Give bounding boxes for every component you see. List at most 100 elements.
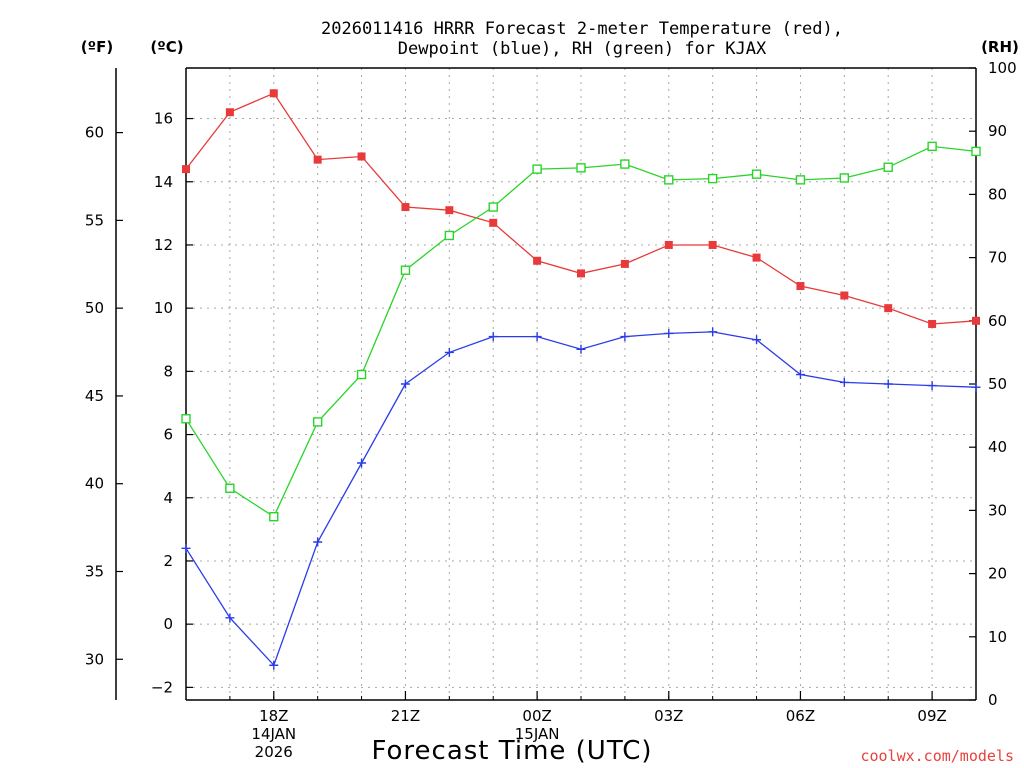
fahrenheit-tick-label: 50 <box>85 299 104 317</box>
celsius-tick-label: 14 <box>154 173 173 191</box>
rh-point <box>971 146 981 157</box>
rh-point <box>620 159 630 169</box>
dewpoint-point <box>532 332 542 342</box>
fahrenheit-tick-label: 30 <box>85 650 104 668</box>
time-tick-label: 15JAN <box>515 725 560 743</box>
dewpoint-point <box>269 660 279 670</box>
dewpoint-point <box>620 332 630 342</box>
dewpoint-point <box>708 327 718 337</box>
temperature-point <box>928 319 937 328</box>
rh-tick-label: 80 <box>988 185 1007 203</box>
rh-tick-label: 40 <box>988 438 1007 456</box>
rh-point <box>225 483 235 493</box>
dewpoint-point <box>883 379 893 389</box>
rh-point <box>839 173 850 183</box>
dewpoint-point <box>927 381 937 391</box>
fahrenheit-tick-label: 60 <box>85 124 104 142</box>
temperature-point <box>664 240 673 249</box>
rh-unit-label: (RH) <box>981 38 1019 56</box>
temperature-point <box>796 282 805 291</box>
temperature-point <box>533 256 542 265</box>
tick-marks-and-labels: −2 0 2 4 6 8 10 12 14 16 30 35 40 45 50 55 60 0 10 20 30 40 50… <box>85 59 1017 761</box>
rh-tick-label: 10 <box>988 628 1007 646</box>
dewpoint-point <box>225 613 235 623</box>
chart-title-line-2: Dewpoint (blue), RH (green) for KJAX <box>398 39 767 59</box>
dewpoint-point <box>752 335 762 345</box>
dewpoint-point <box>181 543 191 553</box>
rh-tick-label: 90 <box>988 122 1007 140</box>
rh-tick-label: 30 <box>988 501 1007 519</box>
celsius-tick-label: 16 <box>154 110 173 128</box>
temperature-point <box>357 152 366 161</box>
rh-tick-label: 100 <box>988 59 1017 77</box>
rh-point <box>400 265 411 275</box>
dewpoint-point <box>400 379 410 389</box>
rh-point <box>181 414 191 424</box>
rh-point <box>312 417 323 427</box>
time-tick-label: 09Z <box>917 707 946 725</box>
temperature-point <box>708 240 717 249</box>
fahrenheit-tick-label: 55 <box>85 211 104 229</box>
temperature-point <box>972 316 980 325</box>
rh-point <box>444 230 455 241</box>
rh-point <box>927 141 937 152</box>
temperature-point <box>401 203 410 212</box>
celsius-tick-label: 8 <box>163 362 173 380</box>
rh-point <box>751 169 762 179</box>
rh-point <box>707 173 718 184</box>
temperature-point <box>313 155 322 164</box>
temperature-point <box>577 269 585 278</box>
celsius-unit-label: (ºC) <box>150 38 183 56</box>
chart-title-line-1: 2026011416 HRRR Forecast 2-meter Tempera… <box>321 19 843 39</box>
dewpoint-point <box>576 344 586 354</box>
celsius-tick-label: 6 <box>163 426 173 444</box>
rh-tick-label: 20 <box>988 565 1007 583</box>
watermark: coolwx.com/models <box>860 747 1014 765</box>
dewpoint-point <box>357 458 367 468</box>
rh-tick-label: 0 <box>988 691 998 709</box>
time-tick-label: 18Z <box>259 707 288 725</box>
dewpoint-point <box>795 370 805 380</box>
time-tick-label: 03Z <box>654 707 683 725</box>
fahrenheit-tick-label: 40 <box>85 475 104 493</box>
time-tick-label: 21Z <box>391 707 420 725</box>
dewpoint-point <box>664 328 674 338</box>
rh-point <box>488 202 498 212</box>
celsius-tick-label: 0 <box>163 615 173 633</box>
celsius-tick-label: 10 <box>154 299 173 317</box>
time-tick-label: 2026 <box>255 743 293 761</box>
rh-tick-label: 50 <box>988 375 1007 393</box>
x-axis-label: Forecast Time (UTC) <box>371 736 652 766</box>
rh-point <box>664 175 674 185</box>
rh-point <box>795 175 806 185</box>
rh-point <box>883 162 893 172</box>
celsius-tick-label: 12 <box>154 236 173 254</box>
temperature-point <box>445 206 454 215</box>
fahrenheit-unit-label: (ºF) <box>81 38 113 56</box>
time-tick-label: 06Z <box>786 707 815 725</box>
rh-point <box>576 163 586 173</box>
dewpoint-point <box>971 382 981 392</box>
celsius-tick-label: 4 <box>163 489 173 507</box>
rh-tick-label: 60 <box>988 312 1007 330</box>
temperature-point <box>225 108 234 117</box>
temperature-point <box>884 304 893 313</box>
temperature-point <box>752 253 761 262</box>
dewpoint-point <box>313 537 323 547</box>
dewpoint-point <box>839 377 849 387</box>
rh-point <box>269 512 279 522</box>
celsius-tick-label: −2 <box>151 678 173 696</box>
fahrenheit-tick-label: 35 <box>85 562 104 580</box>
data-series <box>181 89 981 670</box>
temperature-point <box>840 291 849 300</box>
time-tick-label: 14JAN <box>251 725 296 743</box>
dewpoint-point <box>488 332 498 342</box>
temperature-point <box>620 259 629 268</box>
dewpoint-point <box>444 347 454 357</box>
temperature-point <box>269 89 278 98</box>
fahrenheit-tick-label: 45 <box>85 387 104 405</box>
rh-tick-label: 70 <box>988 249 1007 267</box>
celsius-tick-label: 2 <box>163 552 173 570</box>
temperature-point <box>182 165 190 174</box>
